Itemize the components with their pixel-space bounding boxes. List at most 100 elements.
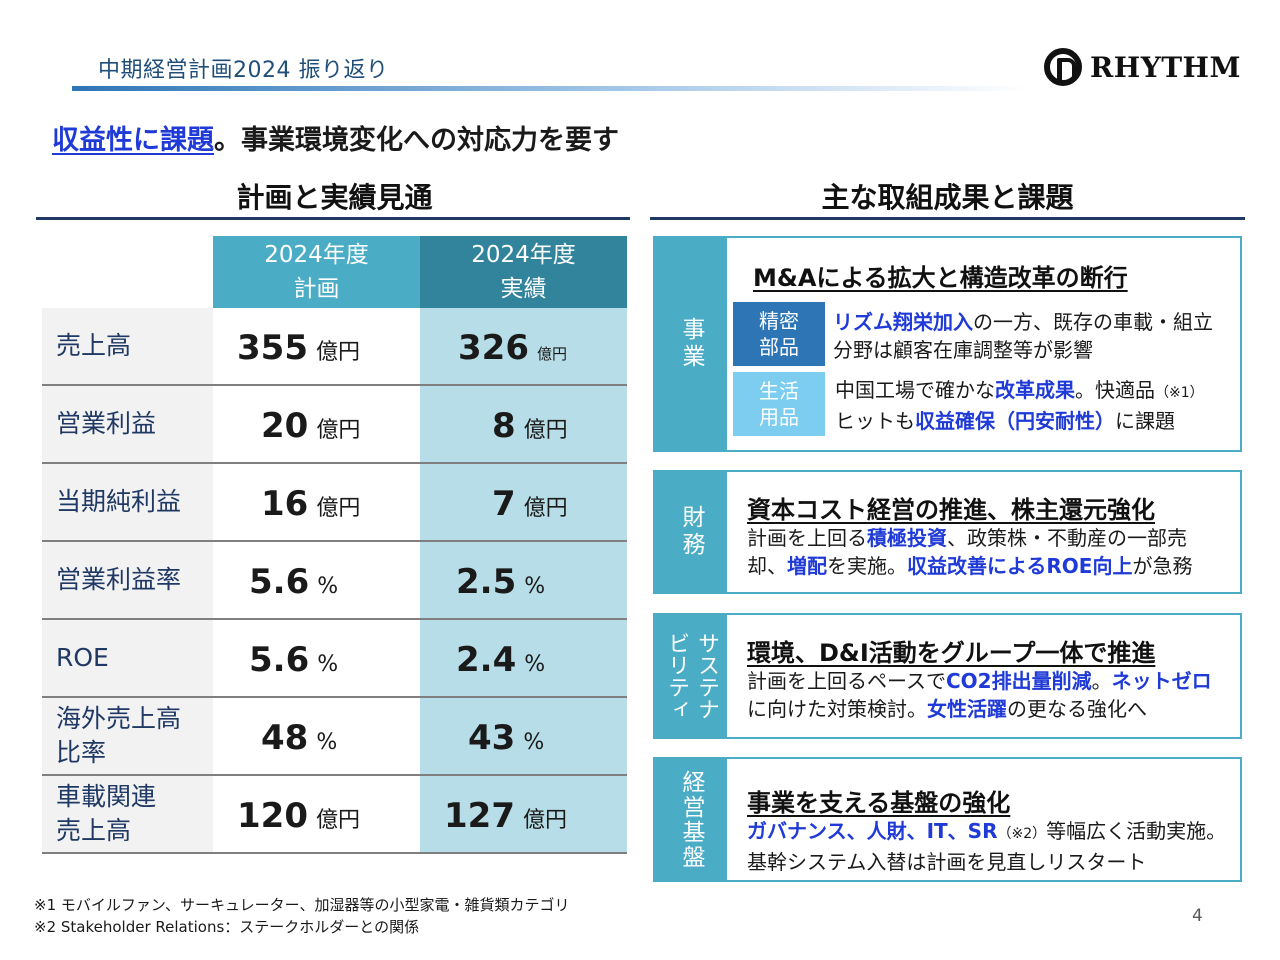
actual-cell: 2.4%: [420, 620, 627, 696]
row-divider: [42, 774, 627, 776]
plan-cell: 20 億円: [213, 386, 420, 462]
footnotes: ※1 モバイルファン、サーキュレーター、加湿器等の小型家電・雑貨類カテゴリ ※2…: [34, 894, 570, 938]
row-label-line: 売上高: [56, 816, 132, 845]
actual-cell: 326 億円: [420, 308, 627, 384]
card-heading: 事業を支える基盤の強化: [747, 789, 1011, 817]
row-divider: [42, 852, 627, 854]
plan-value: 355: [237, 328, 308, 368]
actual-value: 2.4: [456, 640, 517, 680]
row-label: 当期純利益: [42, 464, 213, 540]
card-tag: 財務: [655, 472, 727, 592]
plan-value: 16: [261, 484, 309, 524]
card-heading: 資本コスト経営の推進、株主還元強化: [747, 496, 1155, 524]
actual-value: 7: [492, 484, 516, 524]
actual-value: 43: [468, 718, 516, 758]
card-tag: 事業: [655, 238, 727, 450]
row-divider: [42, 618, 627, 620]
subtag-precision-parts: 精密 部品: [733, 302, 825, 366]
table-row: 営業利益率 5.6% 2.5%: [42, 542, 627, 620]
subtag-label: 生活 用品: [759, 379, 799, 429]
row-label: ROE: [42, 620, 213, 696]
page-number: 4: [1192, 906, 1203, 926]
right-section-title: 主な取組成果と課題: [821, 181, 1074, 214]
plan-cell: 355 億円: [213, 308, 420, 384]
actual-unit: 億円: [523, 496, 568, 521]
slide-title: 中期経営計画2024 振り返り: [98, 58, 389, 83]
table-row: 車載関連 売上高 120 億円 127 億円: [42, 776, 627, 854]
row-label: 海外売上高 比率: [42, 698, 213, 774]
plan-unit: 億円: [315, 340, 360, 365]
subtag-living-goods: 生活 用品: [733, 372, 825, 436]
row-divider: [42, 462, 627, 464]
plan-unit: %: [316, 730, 338, 755]
row-label: 営業利益: [42, 386, 213, 462]
plan-cell: 120 億円: [213, 776, 420, 852]
plan-value: 20: [261, 406, 309, 446]
card-heading: 環境、D&I活動をグループ一体で推進: [747, 639, 1156, 667]
finance-card: 財務 資本コスト経営の推進、株主還元強化 計画を上回る積極投資、政策株・不動産の…: [653, 470, 1242, 594]
card-body: 計画を上回る積極投資、政策株・不動産の一部売 却、増配を実施。収益改善によるROE…: [747, 526, 1193, 578]
column-header-actual-year: 2024年度: [471, 242, 576, 268]
actual-unit: 億円: [522, 808, 567, 833]
card-body: ガバナンス、人財、IT、SR（※2）等幅広く活動実施。 基幹システム入替は計画を見…: [747, 819, 1227, 874]
plan-value: 48: [261, 718, 309, 758]
card-tag-text: 事業: [678, 317, 704, 371]
precision-parts-text: リズム翔栄加入の一方、既存の車載・組立 分野は顧客在庫調整等が影響: [833, 310, 1213, 362]
actual-unit: %: [523, 730, 545, 755]
table-row: 海外売上高 比率 48% 43%: [42, 698, 627, 776]
plan-cell: 48%: [213, 698, 420, 774]
column-header-actual: 2024年度 実績: [420, 236, 627, 308]
left-section-title: 計画と実績見通: [236, 181, 433, 214]
row-label-line: 比率: [56, 738, 107, 767]
headline-emphasis: 収益性に課題: [52, 125, 214, 156]
living-goods-text: 中国工場で確かな改革成果。快適品（※1） ヒットも収益確保（円安耐性）に課題: [835, 378, 1204, 433]
card-tag-text: ビリティ: [664, 632, 689, 720]
title-underline: [72, 86, 1028, 91]
row-divider: [42, 540, 627, 542]
actual-value: 326: [458, 328, 529, 368]
actual-cell: 8 億円: [420, 386, 627, 462]
plan-cell: 16 億円: [213, 464, 420, 540]
row-label: 車載関連 売上高: [42, 776, 213, 852]
row-divider: [42, 696, 627, 698]
plan-unit: 億円: [316, 496, 361, 521]
table-row: ROE 5.6% 2.4%: [42, 620, 627, 698]
actual-cell: 2.5%: [420, 542, 627, 618]
actual-value: 127: [444, 796, 515, 836]
actual-unit: %: [524, 574, 546, 599]
plan-unit: 億円: [316, 418, 361, 443]
actual-unit: %: [524, 652, 546, 677]
management-base-card: 経営基盤 事業を支える基盤の強化 ガバナンス、人財、IT、SR（※2）等幅広く活…: [653, 757, 1242, 882]
headline-rest: 。事業環境変化への対応力を要す: [214, 125, 619, 156]
left-section-rule: [36, 217, 630, 220]
column-header-plan-label: 計画: [293, 276, 340, 302]
card-tag-text: サステナ: [694, 632, 719, 720]
row-divider: [42, 384, 627, 386]
actual-cell: 43%: [420, 698, 627, 774]
business-card: 事業 M&Aによる拡大と構造改革の断行 精密 部品 リズム翔栄加入の一方、既存の車…: [653, 236, 1242, 452]
rhythm-logo: RHYTHM: [1044, 48, 1241, 86]
card-heading: M&Aによる拡大と構造改革の断行: [753, 264, 1128, 292]
rhythm-logo-mark-icon: [1044, 48, 1082, 86]
footnote: ※1 モバイルファン、サーキュレーター、加湿器等の小型家電・雑貨類カテゴリ: [34, 896, 570, 914]
plan-unit: 億円: [315, 808, 360, 833]
column-header-plan: 2024年度 計画: [213, 236, 420, 308]
card-tag-text: 財務: [678, 505, 704, 559]
right-section-rule: [650, 217, 1245, 220]
table-row: 営業利益 20 億円 8 億円: [42, 386, 627, 464]
actual-cell: 7 億円: [420, 464, 627, 540]
column-header-plan-year: 2024年度: [264, 242, 369, 268]
row-label-line: 海外売上高: [56, 704, 182, 733]
actual-unit: 億円: [523, 418, 568, 443]
sustainability-card: サステナ ビリティ 環境、D&I活動をグループ一体で推進 計画を上回るペースでC…: [653, 613, 1242, 739]
plan-value: 120: [237, 796, 308, 836]
plan-cell: 5.6%: [213, 620, 420, 696]
row-label: 営業利益率: [42, 542, 213, 618]
actual-value: 8: [492, 406, 516, 446]
headline: 収益性に課題。事業環境変化への対応力を要す: [52, 118, 619, 157]
plan-cell: 5.6%: [213, 542, 420, 618]
card-tag: 経営基盤: [655, 759, 727, 880]
actual-unit: 億円: [536, 345, 567, 363]
brand-name: RHYTHM: [1090, 50, 1241, 84]
row-label: 売上高: [42, 308, 213, 384]
